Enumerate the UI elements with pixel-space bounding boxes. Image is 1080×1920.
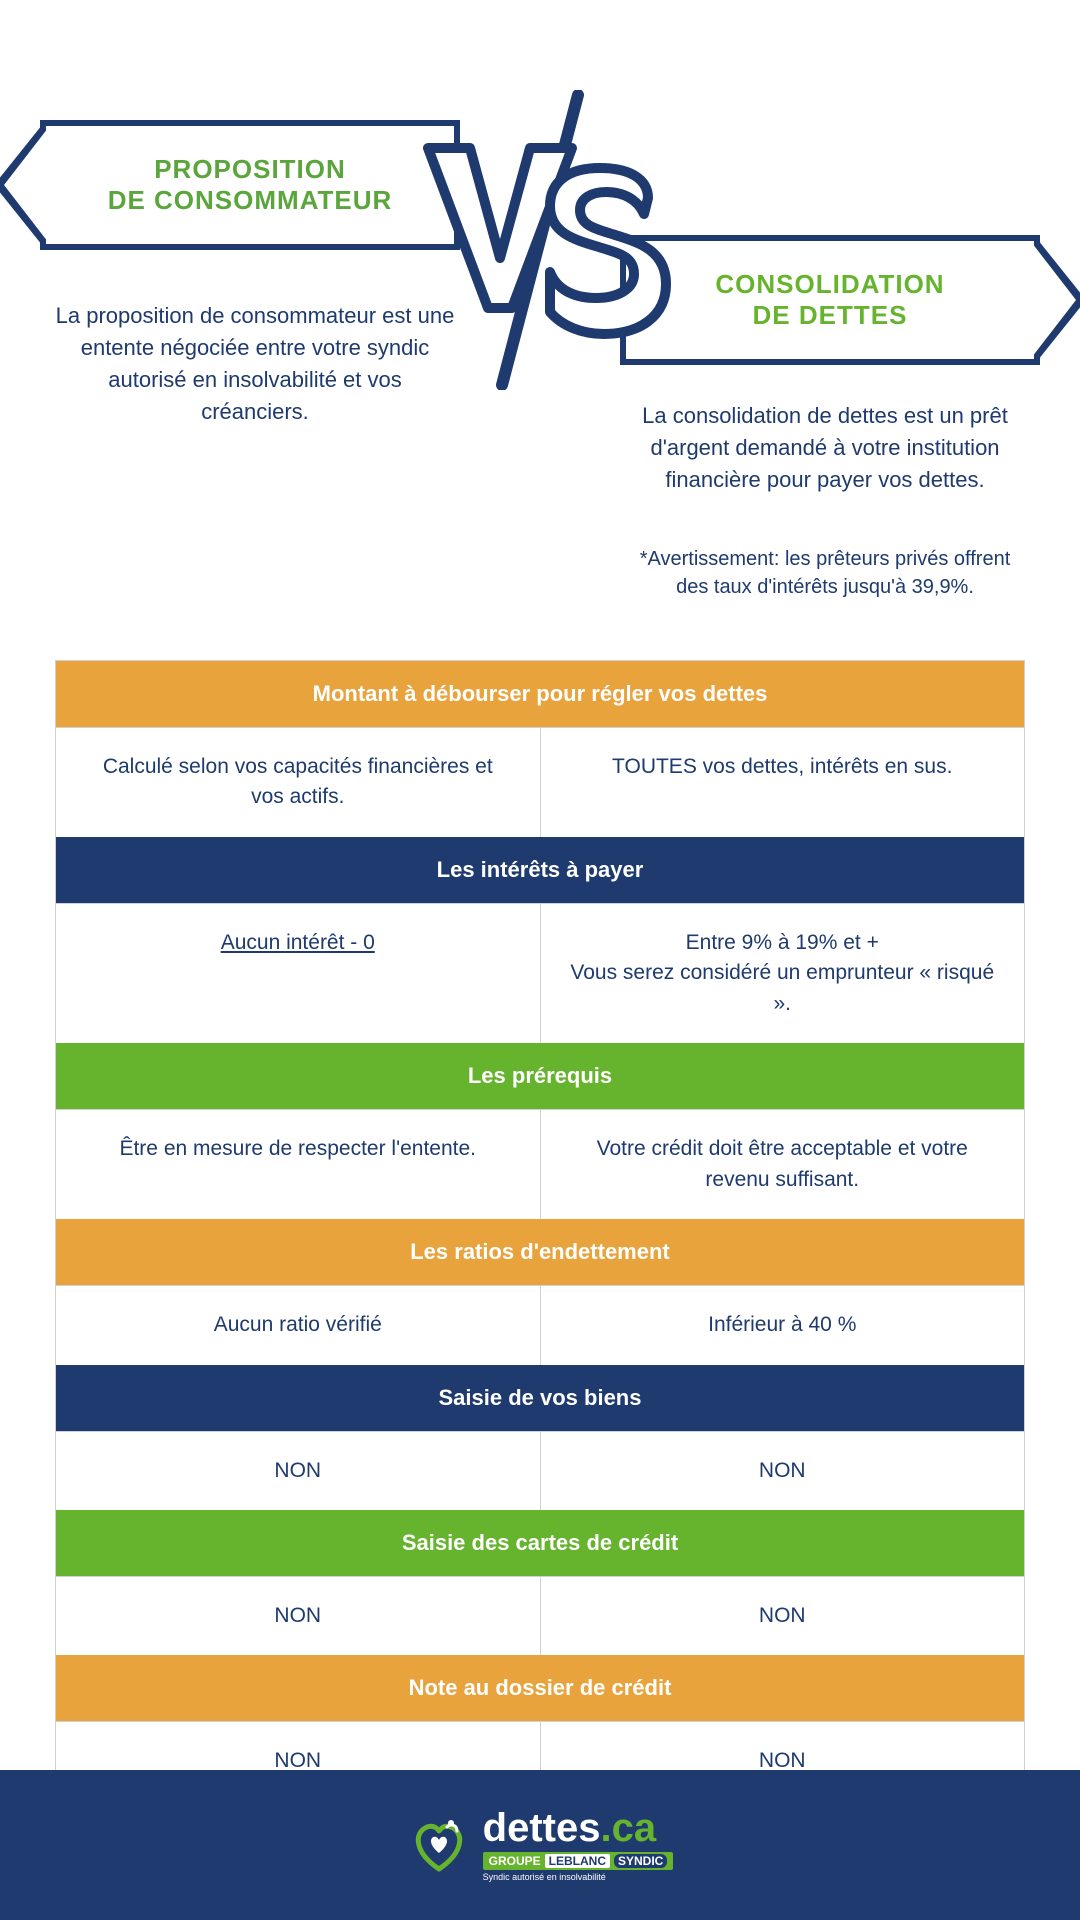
heart-icon bbox=[407, 1813, 471, 1877]
right-banner: CONSOLIDATION DE DETTES bbox=[620, 235, 1040, 365]
cell-left: Être en mesure de respecter l'entente. bbox=[56, 1109, 541, 1219]
right-description: La consolidation de dettes est un prêt d… bbox=[625, 400, 1025, 496]
right-banner-line2: DE DETTES bbox=[753, 300, 908, 331]
logo-main: dettes.ca bbox=[483, 1808, 656, 1848]
cell-right: Votre crédit doit être acceptable et vot… bbox=[541, 1109, 1025, 1219]
section-row: Calculé selon vos capacités financières … bbox=[56, 727, 1024, 837]
cell-left: Aucun ratio vérifié bbox=[56, 1285, 541, 1364]
comparison-table: Montant à débourser pour régler vos dett… bbox=[55, 660, 1025, 1802]
cell-left: NON bbox=[56, 1576, 541, 1655]
logo-tagline: Syndic autorisé en insolvabilité bbox=[483, 1872, 606, 1882]
logo-sub-groupe: GROUPE bbox=[489, 1854, 541, 1868]
cell-left: NON bbox=[56, 1431, 541, 1510]
section-header: Saisie des cartes de crédit bbox=[56, 1510, 1024, 1576]
cell-left: Aucun intérêt - 0 bbox=[56, 903, 541, 1043]
cell-right: TOUTES vos dettes, intérêts en sus. bbox=[541, 727, 1025, 837]
right-banner-line1: CONSOLIDATION bbox=[715, 269, 944, 300]
left-banner: PROPOSITION DE CONSOMMATEUR bbox=[40, 120, 460, 250]
header: PROPOSITION DE CONSOMMATEUR CONSOLIDATIO… bbox=[0, 0, 1080, 560]
section-row: Aucun intérêt - 0Entre 9% à 19% et + Vou… bbox=[56, 903, 1024, 1043]
section-row: Être en mesure de respecter l'entente.Vo… bbox=[56, 1109, 1024, 1219]
left-banner-line1: PROPOSITION bbox=[154, 154, 346, 185]
logo: dettes.ca GROUPE LEBLANC SYNDIC Syndic a… bbox=[407, 1808, 674, 1882]
cell-right: NON bbox=[541, 1431, 1025, 1510]
logo-text: dettes.ca GROUPE LEBLANC SYNDIC Syndic a… bbox=[483, 1808, 674, 1882]
logo-sub-tag: SYNDIC bbox=[614, 1854, 667, 1868]
cell-right: NON bbox=[541, 1576, 1025, 1655]
brand-green: .ca bbox=[600, 1806, 656, 1850]
section-header: Montant à débourser pour régler vos dett… bbox=[56, 661, 1024, 727]
section-row: Aucun ratio vérifiéInférieur à 40 % bbox=[56, 1285, 1024, 1364]
cell-left: Calculé selon vos capacités financières … bbox=[56, 727, 541, 837]
section-header: Saisie de vos biens bbox=[56, 1365, 1024, 1431]
logo-sub: GROUPE LEBLANC SYNDIC bbox=[483, 1852, 674, 1870]
left-banner-line2: DE CONSOMMATEUR bbox=[108, 185, 393, 216]
brand-white: dettes bbox=[483, 1806, 601, 1850]
left-description: La proposition de consommateur est une e… bbox=[55, 300, 455, 428]
section-row: NONNON bbox=[56, 1431, 1024, 1510]
warning-text: *Avertissement: les prêteurs privés offr… bbox=[625, 545, 1025, 601]
section-header: Les prérequis bbox=[56, 1043, 1024, 1109]
cell-right: Entre 9% à 19% et + Vous serez considéré… bbox=[541, 903, 1025, 1043]
logo-sub-name: LEBLANC bbox=[545, 1854, 610, 1868]
section-row: NONNON bbox=[56, 1576, 1024, 1655]
section-header: Les ratios d'endettement bbox=[56, 1219, 1024, 1285]
cell-right: Inférieur à 40 % bbox=[541, 1285, 1025, 1364]
section-header: Note au dossier de crédit bbox=[56, 1655, 1024, 1721]
footer: dettes.ca GROUPE LEBLANC SYNDIC Syndic a… bbox=[0, 1770, 1080, 1920]
section-header: Les intérêts à payer bbox=[56, 837, 1024, 903]
